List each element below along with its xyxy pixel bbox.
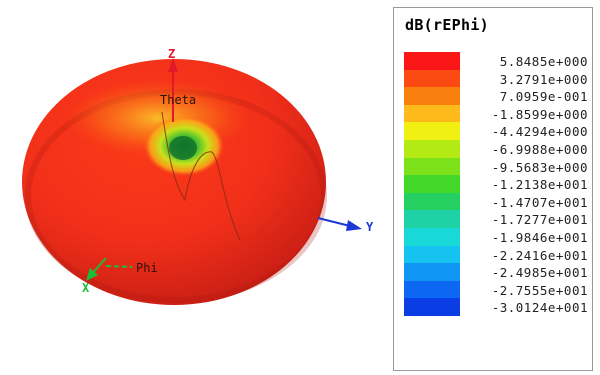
y-axis-arrow xyxy=(346,220,362,231)
x-axis-arrow xyxy=(86,268,98,281)
z-axis-label: Z xyxy=(168,47,175,61)
legend-row: -4.4294e+000 xyxy=(404,122,588,140)
legend-row: -2.4985e+001 xyxy=(404,263,588,281)
legend-swatch xyxy=(404,298,460,316)
legend-row: 3.2791e+000 xyxy=(404,69,588,88)
legend-title: dB(rEPhi) xyxy=(405,16,489,34)
y-axis-line xyxy=(317,217,351,227)
legend-row: -2.7555e+001 xyxy=(404,280,588,299)
legend-swatch xyxy=(404,227,460,246)
legend-value: -3.0124e+001 xyxy=(491,300,588,316)
legend-row: -9.5683e+000 xyxy=(404,157,588,176)
legend-swatch xyxy=(404,87,460,105)
legend-swatch xyxy=(404,175,460,193)
legend-row: -1.9846e+001 xyxy=(404,227,588,246)
legend-rows: 5.8485e+000 3.2791e+000 7.0959e-001 -1.8599… xyxy=(404,52,588,316)
legend-value: -1.2138e+001 xyxy=(491,177,588,193)
legend-swatch xyxy=(404,139,460,158)
legend-swatch xyxy=(404,104,460,123)
legend-row: -1.2138e+001 xyxy=(404,175,588,193)
legend-value: -1.8599e+000 xyxy=(491,106,588,122)
legend-swatch xyxy=(404,210,460,228)
x-axis-label: X xyxy=(82,281,90,295)
legend-value: -2.2416e+001 xyxy=(491,247,588,263)
phi-label: Phi xyxy=(136,261,158,275)
legend-row: 7.0959e-001 xyxy=(404,87,588,105)
legend-swatch xyxy=(404,69,460,88)
legend-row: -1.7277e+001 xyxy=(404,210,588,228)
radiation-pattern-plot: Z Y X Theta Phi xyxy=(22,47,374,305)
legend-swatch xyxy=(404,280,460,299)
pattern-contour-line xyxy=(161,111,241,241)
legend-row: -1.8599e+000 xyxy=(404,104,588,123)
legend-value: 5.8485e+000 xyxy=(499,54,588,69)
z-axis-arrow xyxy=(168,58,178,72)
legend-row: -2.2416e+001 xyxy=(404,245,588,264)
legend-value: -1.9846e+001 xyxy=(491,229,588,245)
legend-value: -2.4985e+001 xyxy=(491,265,588,281)
legend-value: 3.2791e+000 xyxy=(499,71,588,87)
legend-value: -4.4294e+000 xyxy=(491,124,588,140)
pattern-null-core xyxy=(169,136,197,160)
y-axis-label: Y xyxy=(366,220,374,234)
legend-swatch xyxy=(404,157,460,176)
legend-value: -2.7555e+001 xyxy=(491,282,588,298)
legend-value: -1.4707e+001 xyxy=(491,194,588,210)
legend-swatch xyxy=(404,52,460,70)
legend-value: -1.7277e+001 xyxy=(491,212,588,228)
color-legend: dB(rEPhi) 5.8485e+000 3.2791e+000 7.0959e-… xyxy=(393,7,593,371)
legend-row: -3.0124e+001 xyxy=(404,298,588,316)
legend-swatch xyxy=(404,192,460,211)
legend-swatch xyxy=(404,263,460,281)
legend-value: -6.9988e+000 xyxy=(491,141,588,157)
phi-indicator xyxy=(105,265,133,268)
theta-label: Theta xyxy=(160,93,196,107)
legend-value: -9.5683e+000 xyxy=(491,159,588,175)
legend-swatch xyxy=(404,245,460,264)
legend-row: 5.8485e+000 xyxy=(404,52,588,70)
legend-swatch xyxy=(404,122,460,140)
legend-row: -1.4707e+001 xyxy=(404,192,588,211)
legend-row: -6.9988e+000 xyxy=(404,139,588,158)
legend-value: 7.0959e-001 xyxy=(499,89,588,105)
